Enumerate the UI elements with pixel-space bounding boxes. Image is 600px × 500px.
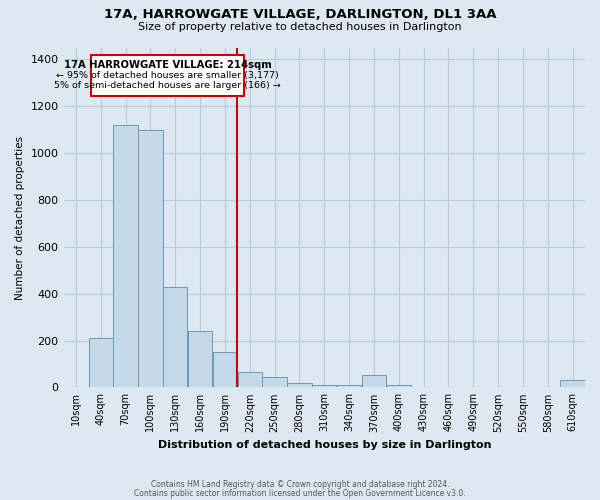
Bar <box>113 125 138 388</box>
Text: ← 95% of detached houses are smaller (3,177): ← 95% of detached houses are smaller (3,… <box>56 70 279 80</box>
Bar <box>287 382 311 388</box>
Bar <box>188 331 212 388</box>
Bar <box>386 385 411 388</box>
Bar <box>163 286 187 388</box>
X-axis label: Distribution of detached houses by size in Darlington: Distribution of detached houses by size … <box>158 440 491 450</box>
Text: 5% of semi-detached houses are larger (166) →: 5% of semi-detached houses are larger (1… <box>54 80 281 90</box>
Text: Size of property relative to detached houses in Darlington: Size of property relative to detached ho… <box>138 22 462 32</box>
Bar <box>138 130 163 388</box>
Bar <box>262 377 287 388</box>
Bar <box>213 352 237 388</box>
Bar <box>560 380 585 388</box>
FancyBboxPatch shape <box>91 54 244 96</box>
Text: Contains HM Land Registry data © Crown copyright and database right 2024.: Contains HM Land Registry data © Crown c… <box>151 480 449 489</box>
Text: 17A, HARROWGATE VILLAGE, DARLINGTON, DL1 3AA: 17A, HARROWGATE VILLAGE, DARLINGTON, DL1… <box>104 8 496 20</box>
Bar <box>238 372 262 388</box>
Text: Contains public sector information licensed under the Open Government Licence v3: Contains public sector information licen… <box>134 489 466 498</box>
Bar <box>312 385 337 388</box>
Bar <box>362 374 386 388</box>
Bar <box>89 338 113 388</box>
Y-axis label: Number of detached properties: Number of detached properties <box>15 136 25 300</box>
Bar <box>337 385 361 388</box>
Text: 17A HARROWGATE VILLAGE: 214sqm: 17A HARROWGATE VILLAGE: 214sqm <box>64 60 271 70</box>
